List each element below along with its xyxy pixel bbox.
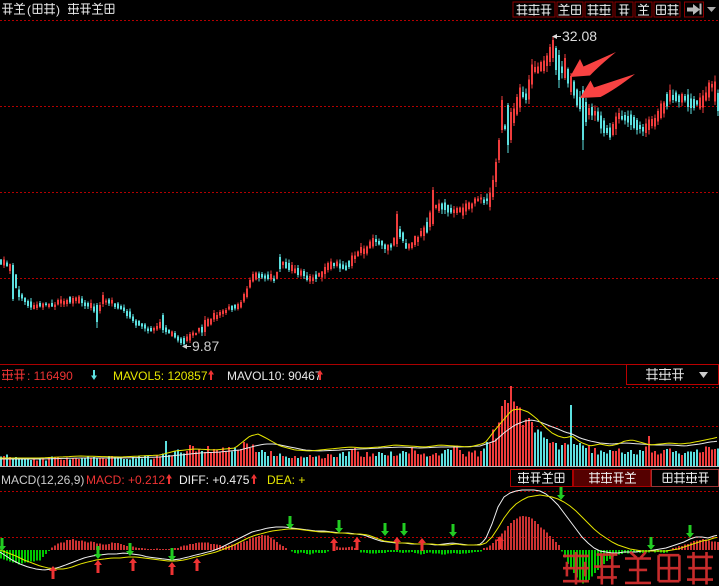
svg-text:MAVOL10: 90467: MAVOL10: 90467 [227, 369, 322, 383]
svg-text:DEA: +: DEA: + [267, 473, 305, 487]
svg-text:DIFF: +0.475: DIFF: +0.475 [179, 473, 250, 487]
svg-text:MAVOL5: 120857: MAVOL5: 120857 [113, 369, 208, 383]
svg-text:(: ( [27, 3, 31, 17]
svg-text:MACD: +0.212: MACD: +0.212 [86, 473, 165, 487]
svg-text:): ) [56, 3, 60, 17]
svg-text:: 116490: : 116490 [27, 369, 73, 383]
svg-text:MACD(12,26,9): MACD(12,26,9) [1, 473, 84, 487]
svg-text:9.87: 9.87 [192, 338, 219, 354]
svg-text:32.08: 32.08 [562, 28, 597, 44]
